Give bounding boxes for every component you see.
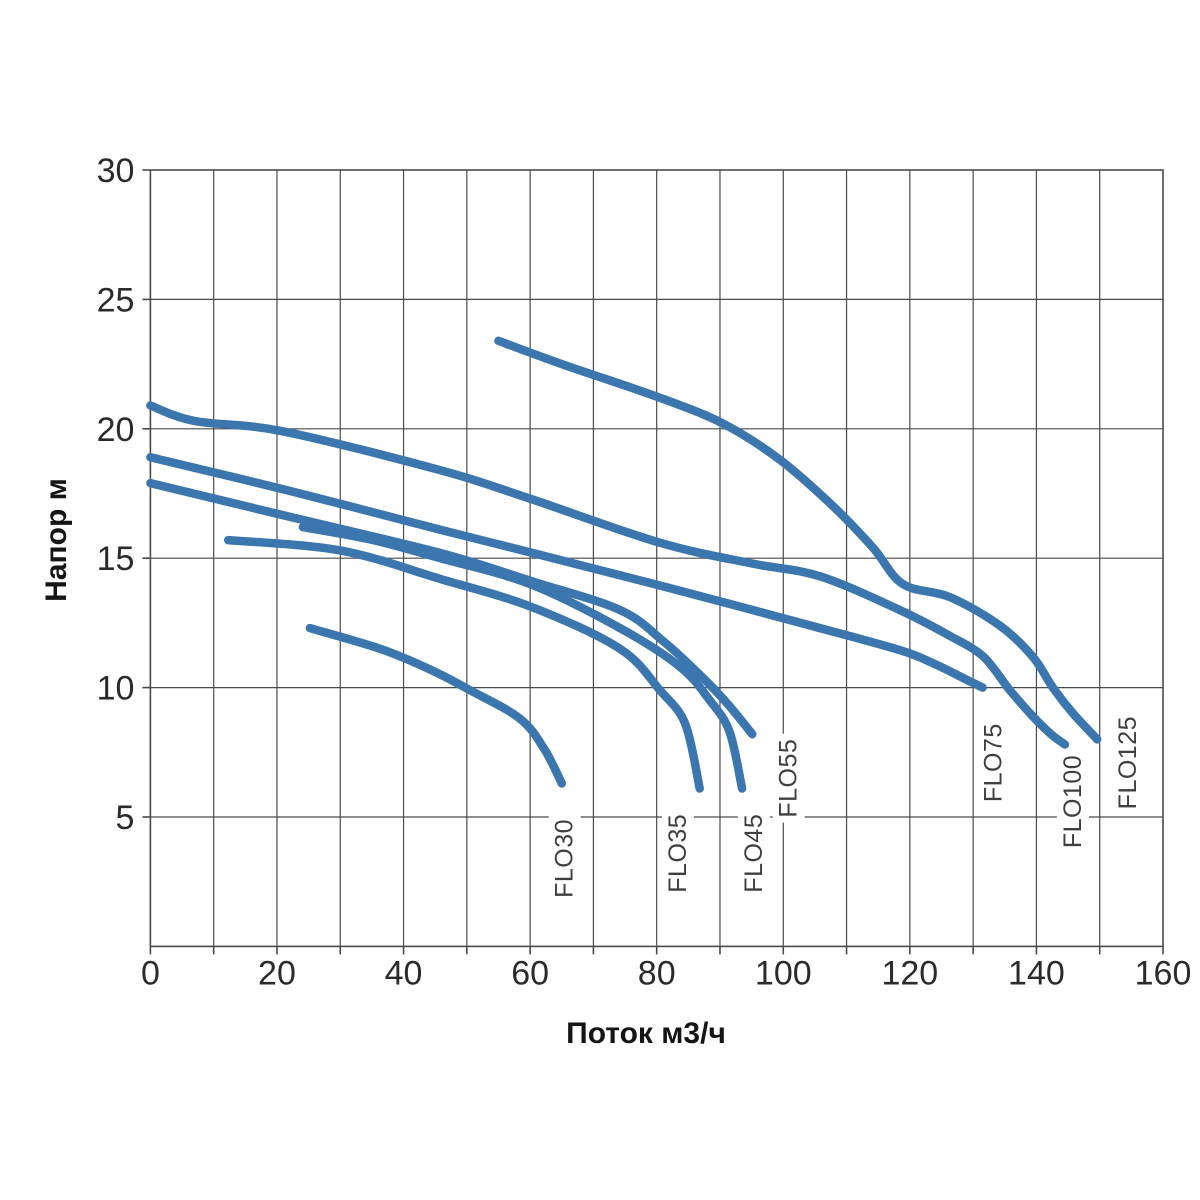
y-axis-tick-label: 20	[97, 411, 135, 449]
curve-label-group-FLO30: FLO30	[548, 813, 581, 903]
curve-label-FLO45: FLO45	[740, 814, 768, 893]
x-axis-tick-label: 60	[511, 954, 549, 992]
plot-border	[149, 169, 1164, 948]
curve-label-mask-FLO125	[1111, 710, 1144, 815]
curve-label-mask-FLO75	[977, 718, 1010, 808]
x-axis-tick-label: 140	[1008, 954, 1065, 992]
curve-label-mask-FLO55	[772, 733, 805, 823]
curve-FLO55	[146, 478, 757, 739]
curve-label-mask-FLO30	[548, 813, 581, 903]
curve-label-group-FLO55: FLO55	[772, 733, 805, 823]
curve-label-group-FLO125: FLO125	[1111, 710, 1144, 815]
x-axis-tick-label: 120	[881, 954, 938, 992]
x-axis-tick-label: 0	[141, 954, 160, 992]
y-axis-tick-label: 10	[97, 670, 135, 708]
x-axis-tick-label: 40	[385, 954, 423, 992]
curve-label-group-FLO75: FLO75	[977, 718, 1010, 808]
x-axis-tick-label: 20	[258, 954, 296, 992]
x-axis-tick-label: 160	[1135, 954, 1192, 992]
curve-label-mask-FLO45	[737, 808, 770, 898]
curve-label-FLO30: FLO30	[551, 819, 579, 898]
curve-label-FLO75: FLO75	[980, 723, 1008, 802]
x-axis-tick-label: 100	[755, 954, 812, 992]
curve-label-FLO55: FLO55	[775, 739, 803, 818]
curve-label-group-FLO35: FLO35	[661, 808, 694, 898]
y-axis-tick-label: 15	[97, 540, 135, 578]
y-axis-tick-label: 30	[97, 152, 135, 190]
curve-FLO100	[146, 401, 1070, 749]
curve-label-group-FLO100: FLO100	[1056, 749, 1089, 854]
curve-FLO75	[146, 453, 987, 692]
curve-label-mask-FLO100	[1056, 749, 1089, 854]
curve-label-mask-FLO35	[661, 808, 694, 898]
curve-label-group-FLO45: FLO45	[737, 808, 770, 898]
x-axis-title: Поток м3/ч	[566, 1017, 726, 1050]
y-axis-tick-label: 25	[97, 281, 135, 319]
x-axis-tick-label: 80	[638, 954, 676, 992]
curve-label-FLO125: FLO125	[1114, 716, 1142, 809]
curve-FLO30	[305, 623, 567, 788]
curve-label-FLO35: FLO35	[664, 814, 692, 893]
y-axis-tick-label: 5	[115, 799, 134, 837]
curve-label-FLO100: FLO100	[1059, 755, 1087, 848]
curve-FLO35	[223, 535, 704, 793]
y-axis-title: Напор м	[40, 478, 73, 602]
curve-FLO125	[494, 336, 1102, 744]
